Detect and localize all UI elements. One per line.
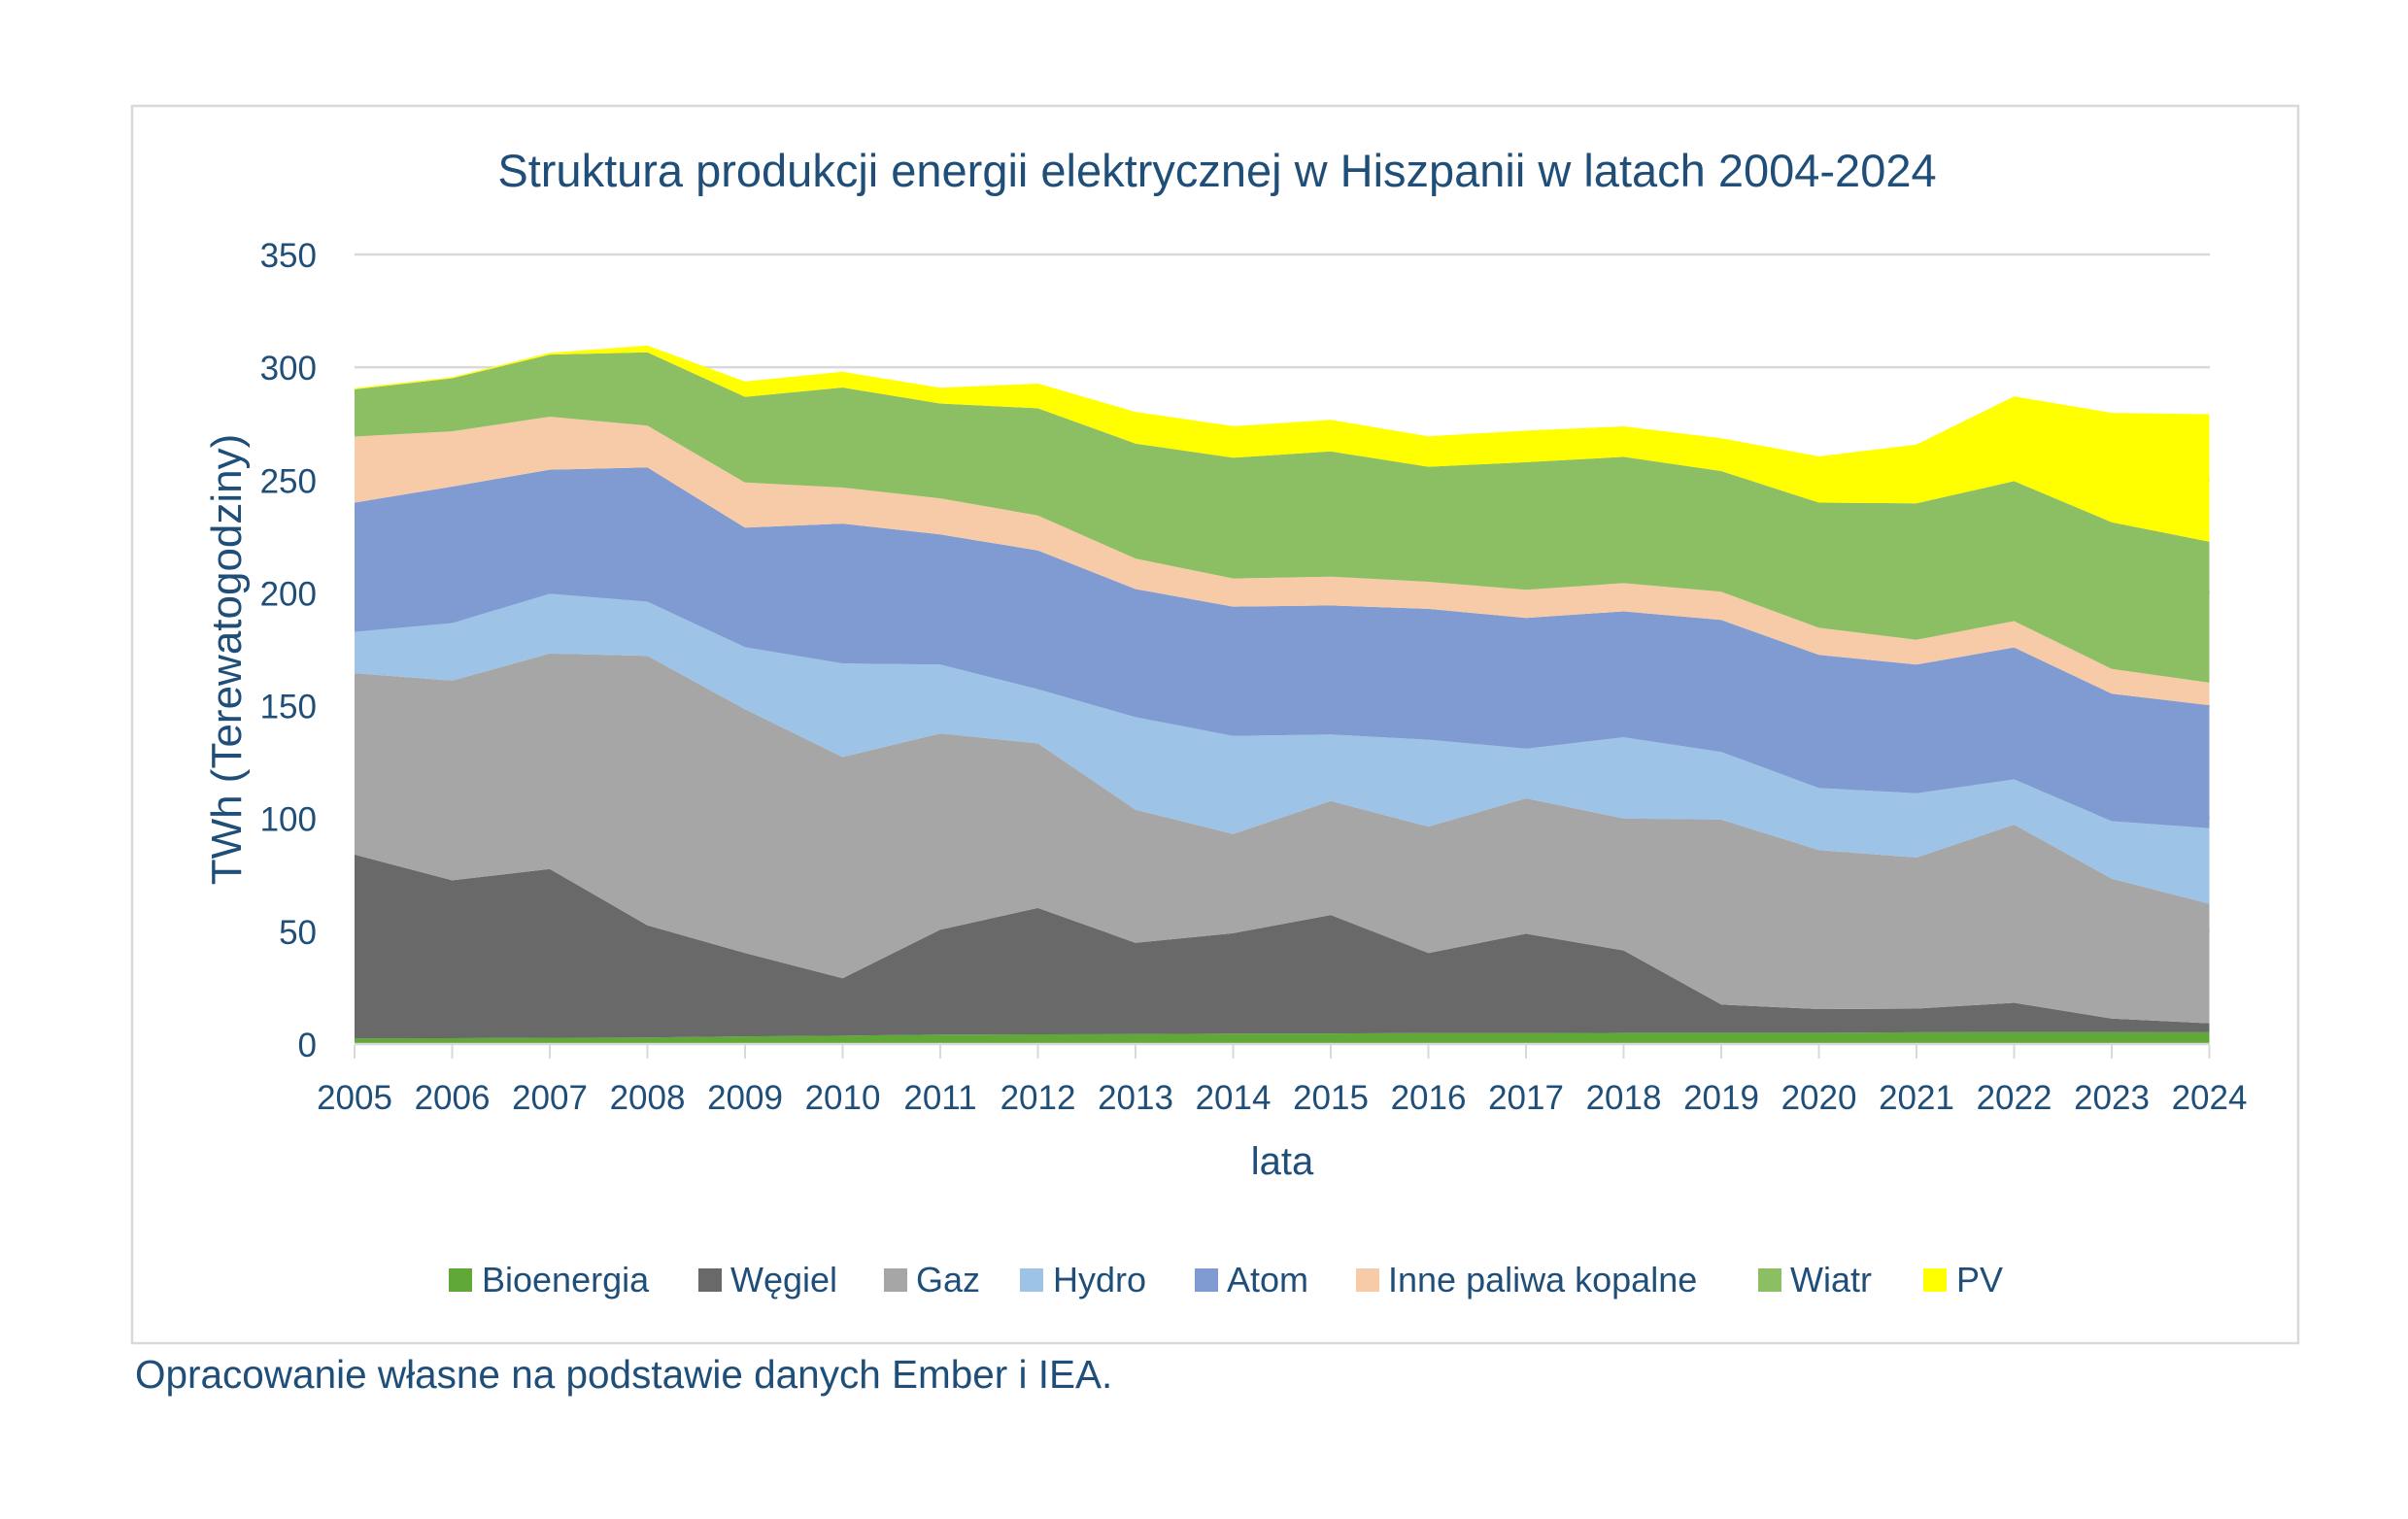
svg-text:Inne paliwa kopalne: Inne paliwa kopalne (1388, 1260, 1697, 1300)
svg-text:2010: 2010 (805, 1079, 881, 1117)
svg-text:2018: 2018 (1586, 1079, 1662, 1117)
svg-text:lata: lata (1251, 1140, 1314, 1183)
svg-text:Węgiel: Węgiel (730, 1260, 837, 1300)
svg-text:2005: 2005 (317, 1079, 392, 1117)
svg-text:2016: 2016 (1391, 1079, 1467, 1117)
svg-text:2007: 2007 (512, 1079, 588, 1117)
svg-text:2020: 2020 (1781, 1079, 1857, 1117)
svg-text:Struktura produkcji energii el: Struktura produkcji energii elektrycznej… (497, 145, 1936, 196)
svg-text:350: 350 (260, 237, 317, 275)
svg-text:2014: 2014 (1196, 1079, 1272, 1117)
svg-text:200: 200 (260, 575, 317, 613)
svg-text:2023: 2023 (2074, 1079, 2150, 1117)
svg-text:2017: 2017 (1488, 1079, 1564, 1117)
svg-text:2022: 2022 (1977, 1079, 2052, 1117)
svg-text:2021: 2021 (1879, 1079, 1954, 1117)
svg-text:Opracowanie własne na podstawi: Opracowanie własne na podstawie danych E… (135, 1352, 1112, 1397)
svg-text:150: 150 (260, 689, 317, 726)
svg-text:2012: 2012 (1001, 1079, 1076, 1117)
svg-text:100: 100 (260, 801, 317, 839)
svg-text:2011: 2011 (903, 1079, 976, 1117)
svg-text:300: 300 (260, 350, 317, 388)
svg-text:Bioenergia: Bioenergia (482, 1260, 650, 1300)
svg-text:50: 50 (279, 914, 317, 952)
svg-text:2015: 2015 (1293, 1079, 1369, 1117)
svg-text:0: 0 (298, 1027, 317, 1064)
svg-text:2024: 2024 (2172, 1079, 2248, 1117)
svg-text:2019: 2019 (1683, 1079, 1759, 1117)
svg-text:250: 250 (260, 462, 317, 500)
svg-text:2009: 2009 (707, 1079, 783, 1117)
svg-text:Wiatr: Wiatr (1790, 1260, 1872, 1300)
svg-text:Atom: Atom (1227, 1260, 1308, 1300)
svg-text:Hydro: Hydro (1053, 1260, 1146, 1300)
svg-text:PV: PV (1956, 1260, 2003, 1300)
svg-text:2008: 2008 (610, 1079, 686, 1117)
svg-text:2013: 2013 (1098, 1079, 1173, 1117)
svg-text:2006: 2006 (415, 1079, 491, 1117)
svg-text:TWh (Terewatogodziny): TWh (Terewatogodziny) (203, 434, 251, 886)
svg-text:Gaz: Gaz (916, 1260, 980, 1300)
